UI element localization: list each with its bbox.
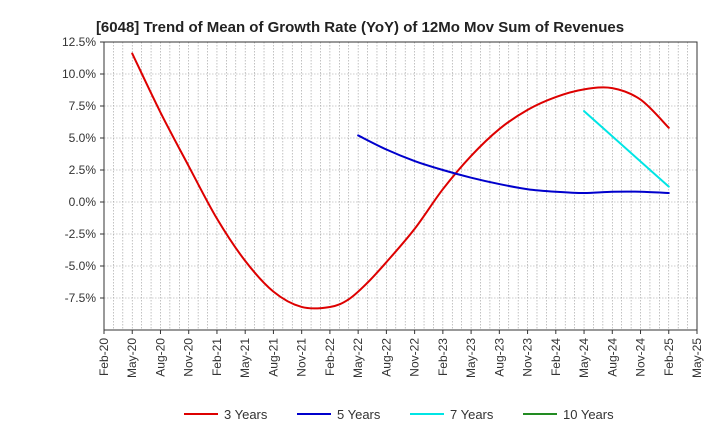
x-tick-label: Aug-21 bbox=[266, 338, 280, 377]
series-lines bbox=[131, 52, 670, 310]
x-tick-label: Nov-21 bbox=[295, 338, 309, 377]
x-tick-label: Feb-21 bbox=[210, 338, 224, 376]
x-tick-label: Feb-25 bbox=[662, 338, 676, 376]
y-tick-label: 12.5% bbox=[62, 35, 96, 49]
x-tick-label: Feb-20 bbox=[97, 338, 111, 376]
series-line-3-years bbox=[131, 52, 670, 310]
y-tick-label: -7.5% bbox=[65, 291, 97, 305]
grid-lines bbox=[104, 42, 697, 330]
x-tick-label: Aug-22 bbox=[379, 338, 393, 377]
x-tick-label: May-25 bbox=[690, 338, 704, 378]
x-tick-label: Nov-22 bbox=[408, 338, 422, 377]
y-axis-tick-labels: 12.5% 10.0% 7.5% 5.0% 2.5% 0.0% -2.5% -5.0% -7.5… bbox=[62, 35, 104, 305]
x-tick-label: Nov-23 bbox=[521, 338, 535, 377]
y-tick-label: 0.0% bbox=[69, 195, 97, 209]
x-tick-label: May-24 bbox=[577, 338, 591, 378]
y-tick-label: 2.5% bbox=[69, 163, 97, 177]
y-tick-label: 5.0% bbox=[69, 131, 97, 145]
chart-title: [6048] Trend of Mean of Growth Rate (YoY… bbox=[96, 19, 624, 36]
x-tick-label: May-22 bbox=[351, 338, 365, 378]
x-tick-label: May-20 bbox=[125, 338, 139, 378]
legend-label: 7 Years bbox=[450, 407, 494, 422]
y-tick-label: 7.5% bbox=[69, 99, 97, 113]
y-tick-label: 10.0% bbox=[62, 67, 96, 81]
axes bbox=[103, 41, 698, 331]
y-tick-label: -2.5% bbox=[65, 227, 97, 241]
legend-label: 10 Years bbox=[563, 407, 614, 422]
x-tick-label: Aug-23 bbox=[492, 338, 506, 377]
series-line-7-years bbox=[583, 110, 670, 188]
legend-label: 5 Years bbox=[337, 407, 381, 422]
x-tick-label: Aug-20 bbox=[153, 338, 167, 377]
series-line-5-years bbox=[357, 134, 670, 195]
x-tick-label: Feb-23 bbox=[436, 338, 450, 376]
x-tick-label: May-21 bbox=[238, 338, 252, 378]
x-tick-label: Feb-22 bbox=[323, 338, 337, 376]
x-axis-tick-labels: Feb-20 May-20 Aug-20 Nov-20 Feb-21 May-21 Aug-… bbox=[97, 330, 704, 378]
x-tick-label: Feb-24 bbox=[549, 338, 563, 376]
x-tick-label: Aug-24 bbox=[605, 338, 619, 377]
y-tick-label: -5.0% bbox=[65, 259, 97, 273]
plot-frame bbox=[103, 41, 698, 331]
x-tick-label: May-23 bbox=[464, 338, 478, 378]
legend-label: 3 Years bbox=[224, 407, 268, 422]
legend: 3 Years 5 Years 7 Years 10 Years bbox=[184, 407, 614, 422]
x-tick-label: Nov-24 bbox=[634, 338, 648, 377]
x-tick-label: Nov-20 bbox=[182, 338, 196, 377]
